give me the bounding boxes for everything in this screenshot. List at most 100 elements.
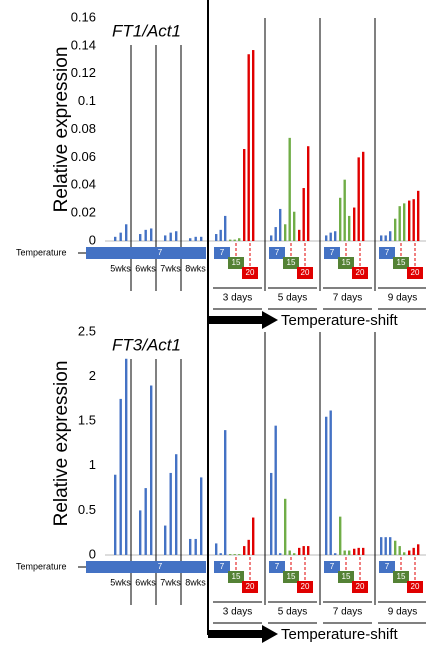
bar	[339, 197, 342, 241]
temperature-box	[297, 267, 313, 279]
bar	[380, 235, 383, 241]
bar	[384, 235, 387, 241]
bar	[384, 537, 387, 555]
temperature-box	[214, 247, 230, 259]
bar	[293, 553, 296, 555]
temperature-bar	[86, 247, 206, 259]
bar	[417, 190, 420, 241]
bar	[408, 550, 411, 555]
temperature-step: 15	[287, 258, 296, 267]
panel-title: FT1/Act1	[112, 21, 181, 40]
bar	[200, 477, 203, 555]
bar	[219, 553, 222, 555]
bar	[339, 516, 342, 555]
day-label: 7 days	[333, 607, 362, 618]
week-label: 6wks	[135, 577, 156, 587]
bar	[229, 239, 232, 241]
bar	[215, 234, 218, 241]
y-tick-label: 0.16	[71, 9, 96, 24]
bar	[169, 232, 172, 241]
bar	[233, 554, 236, 555]
temperature-step: 15	[397, 572, 406, 581]
y-axis-label: Relative expression	[51, 361, 72, 527]
temperature-step: 7	[158, 248, 163, 257]
bar	[243, 546, 246, 555]
shift-arrow	[208, 311, 278, 329]
bar	[362, 151, 365, 241]
temperature-step: 15	[342, 258, 351, 267]
bar	[394, 540, 397, 555]
y-tick-label: 1	[89, 457, 96, 472]
temperature-box	[269, 561, 285, 573]
bar	[164, 235, 167, 241]
day-label: 5 days	[278, 293, 307, 304]
temperature-box	[407, 581, 423, 593]
temperature-step: 20	[246, 582, 255, 591]
week-label: 7wks	[160, 577, 181, 587]
bar	[247, 54, 250, 241]
bar	[284, 498, 287, 555]
temperature-label: Temperature	[16, 247, 67, 257]
temperature-box	[338, 257, 354, 269]
temperature-step: 20	[356, 582, 365, 591]
temperature-step: 20	[356, 268, 365, 277]
day-label: 9 days	[388, 607, 417, 618]
bar	[307, 146, 310, 241]
bar	[119, 232, 122, 241]
temperature-step: 7	[220, 248, 225, 257]
week-label: 8wks	[185, 263, 206, 273]
bar	[288, 137, 291, 241]
y-tick-label: 2	[89, 368, 96, 383]
bar	[417, 544, 420, 555]
bar	[233, 239, 236, 241]
temperature-box	[242, 267, 258, 279]
bar	[389, 231, 392, 241]
temperature-step: 20	[411, 582, 420, 591]
temperature-step: 7	[385, 248, 390, 257]
temperature-step: 15	[232, 258, 241, 267]
bar	[189, 538, 192, 555]
bar	[200, 236, 203, 241]
bar	[325, 416, 328, 555]
y-tick-label: 0	[89, 232, 96, 247]
bar	[334, 231, 337, 241]
bar	[279, 553, 282, 555]
bar	[343, 179, 346, 241]
y-tick-label: 0.14	[71, 37, 96, 52]
bar	[412, 547, 415, 555]
bar	[288, 550, 291, 555]
temperature-bar	[86, 561, 206, 573]
bar	[125, 358, 128, 555]
bar	[252, 50, 255, 242]
shift-arrow	[208, 625, 278, 643]
bar	[238, 554, 241, 555]
bar	[412, 199, 415, 241]
bar	[224, 215, 227, 241]
y-axis-label: Relative expression	[51, 47, 72, 213]
bar	[394, 218, 397, 241]
panel-title: FT3/Act1	[112, 335, 181, 354]
bar	[408, 200, 411, 241]
temperature-step: 7	[158, 562, 163, 571]
bar	[398, 206, 401, 241]
temperature-step: 7	[330, 562, 335, 571]
temperature-step: 7	[275, 248, 280, 257]
bar	[274, 227, 277, 241]
temperature-box	[352, 581, 368, 593]
bar	[357, 547, 360, 555]
day-label: 3 days	[223, 607, 252, 618]
bar	[343, 550, 346, 555]
y-tick-label: 2.5	[78, 323, 96, 338]
bar	[125, 224, 128, 241]
temperature-step: 20	[301, 582, 310, 591]
bar	[144, 488, 147, 555]
bar	[114, 236, 117, 241]
bar	[348, 215, 351, 241]
temperature-step: 15	[397, 258, 406, 267]
bar	[398, 546, 401, 555]
bar	[139, 234, 142, 241]
bar	[194, 236, 197, 241]
bar	[238, 238, 241, 241]
temperature-box	[283, 571, 299, 583]
